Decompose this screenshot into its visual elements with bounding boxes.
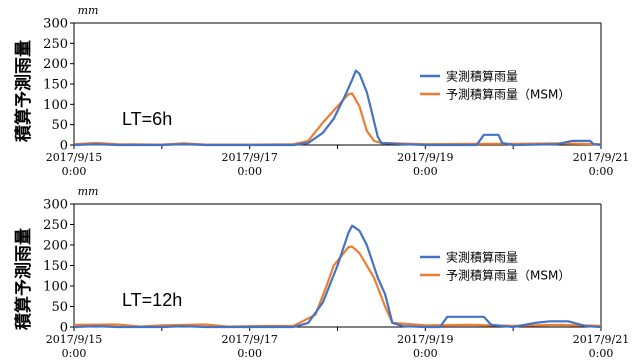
x-tick-time: 0:00 <box>589 165 614 178</box>
lead-time-label: LT=12h <box>122 290 182 310</box>
y-tick-label: 0 <box>60 139 68 154</box>
x-tick-time: 0:00 <box>62 347 87 360</box>
legend-label: 実測積算雨量 <box>446 69 518 84</box>
x-tick-date: 2017/9/19 <box>397 333 453 346</box>
x-tick-date: 2017/9/15 <box>46 151 102 164</box>
y-tick-label: 100 <box>43 98 68 113</box>
chart-lt12: mm0501001502002503002017/9/150:002017/9/… <box>43 185 629 360</box>
y-tick-label: 300 <box>43 198 68 213</box>
y-tick-label: 0 <box>60 321 68 336</box>
x-tick-date: 2017/9/21 <box>573 333 629 346</box>
y-tick-label: 300 <box>43 17 68 32</box>
y-tick-label: 200 <box>43 57 68 72</box>
unit-label: mm <box>78 185 99 198</box>
x-tick-time: 0:00 <box>413 347 438 360</box>
unit-label: mm <box>78 4 99 17</box>
lead-time-label: LT=6h <box>122 109 172 129</box>
legend-label: 予測積算雨量（MSM） <box>446 268 570 283</box>
y-tick-label: 250 <box>43 37 68 52</box>
x-tick-date: 2017/9/17 <box>221 333 277 346</box>
y-tick-label: 200 <box>43 239 68 254</box>
series-line-observed <box>73 69 602 147</box>
x-tick-time: 0:00 <box>237 165 262 178</box>
x-tick-date: 2017/9/19 <box>397 151 453 164</box>
y-tick-label: 250 <box>43 218 68 233</box>
series-line-observed <box>73 224 602 329</box>
y-tick-label: 50 <box>51 118 68 133</box>
y-tick-label: 100 <box>43 280 68 295</box>
y-tick-label: 50 <box>51 300 68 315</box>
x-tick-time: 0:00 <box>413 165 438 178</box>
x-tick-date: 2017/9/21 <box>573 151 629 164</box>
legend-label: 実測積算雨量 <box>446 250 518 265</box>
series-line-forecast <box>73 245 602 328</box>
x-tick-date: 2017/9/15 <box>46 333 102 346</box>
y-tick-label: 150 <box>43 259 68 274</box>
y-axis-title-top: 積算予測雨量 <box>13 40 34 142</box>
x-tick-date: 2017/9/17 <box>221 151 277 164</box>
y-axis-title-bottom: 積算予測雨量 <box>13 228 34 330</box>
x-tick-time: 0:00 <box>237 347 262 360</box>
legend-label: 予測積算雨量（MSM） <box>446 87 570 102</box>
y-tick-label: 150 <box>43 78 68 93</box>
x-tick-time: 0:00 <box>589 347 614 360</box>
chart-lt6: mm0501001502002503002017/9/150:002017/9/… <box>43 4 629 178</box>
x-tick-time: 0:00 <box>62 165 87 178</box>
